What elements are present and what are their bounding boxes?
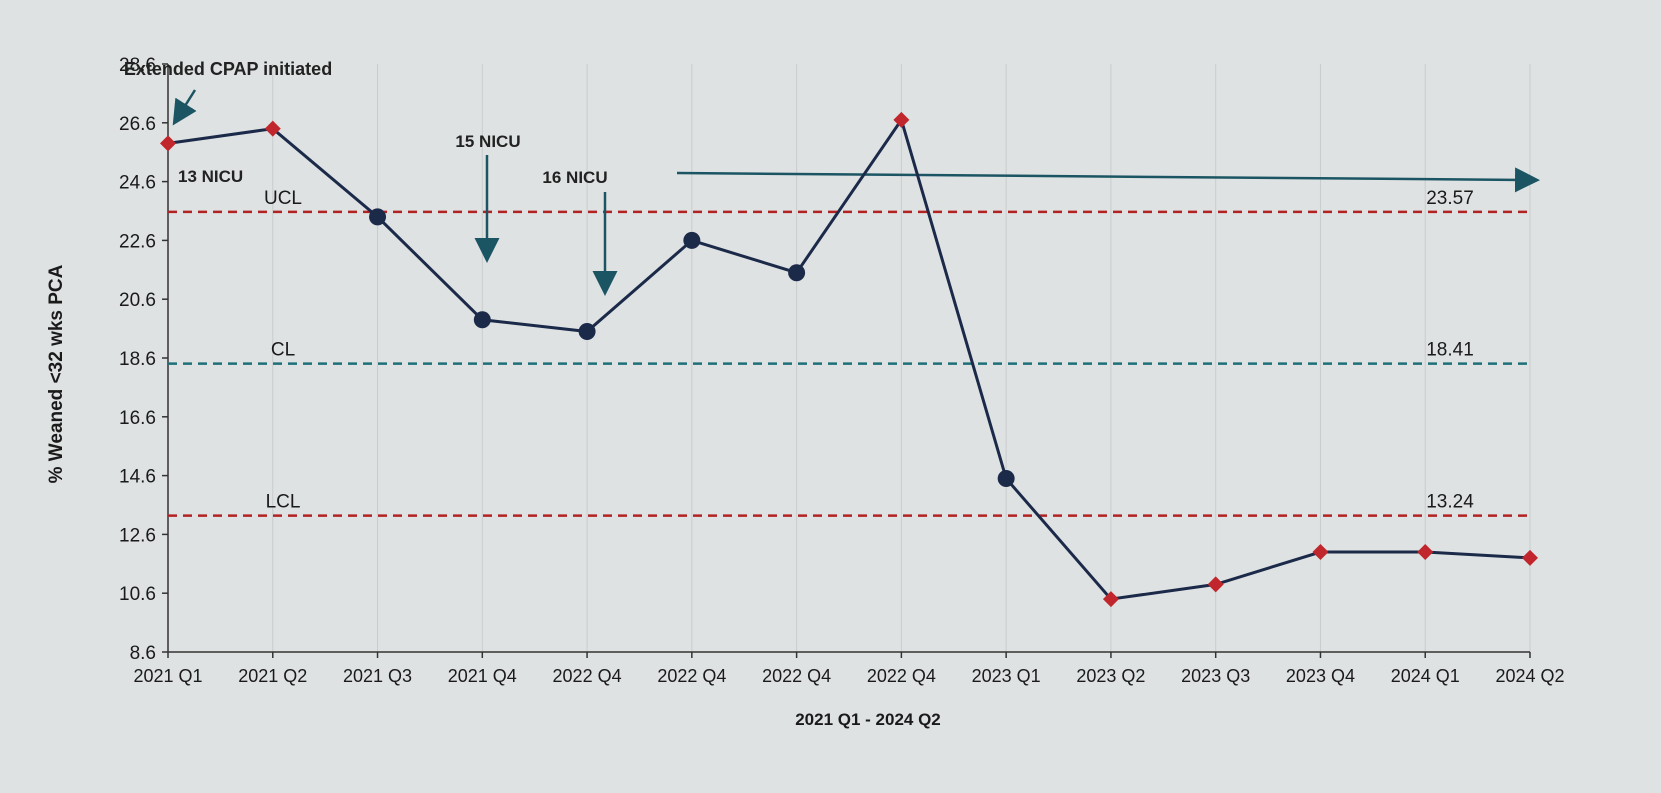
y-tick-label: 18.6 xyxy=(119,349,156,370)
x-axis-label: 2021 Q1 - 2024 Q2 xyxy=(795,710,941,729)
arrow-16-nicu-horizontal xyxy=(676,167,1540,193)
y-tick-label: 10.6 xyxy=(119,584,156,605)
x-tick-label: 2022 Q4 xyxy=(867,666,936,686)
annotation-extended-cpap: Extended CPAP initiated xyxy=(124,59,332,79)
x-tick-label: 2024 Q2 xyxy=(1495,666,1564,686)
arrow-extended-cpap xyxy=(172,89,197,126)
x-tick-label: 2022 Q4 xyxy=(657,666,726,686)
x-tick-label: 2021 Q2 xyxy=(238,666,307,686)
x-tick-label: 2023 Q4 xyxy=(1286,666,1355,686)
axes: 28.6 26.6 24.6 22.6 20.6 18.6 16.6 14.6 12.6 10.6… xyxy=(119,55,1565,686)
x-tick-label: 2022 Q4 xyxy=(762,666,831,686)
data-point xyxy=(788,264,806,282)
y-tick-label: 20.6 xyxy=(119,290,156,311)
data-point xyxy=(1102,591,1119,608)
annotation-13-nicu: 13 NICU xyxy=(178,167,243,186)
grid xyxy=(167,64,1531,652)
x-tick-label: 2021 Q4 xyxy=(448,666,517,686)
data-point xyxy=(264,120,281,137)
x-tick-label: 2023 Q2 xyxy=(1076,666,1145,686)
control-lines: UCL 23.57 CL 18.41 LCL 13.24 xyxy=(168,188,1530,517)
y-tick-label: 16.6 xyxy=(119,408,156,429)
control-value-ucl: 23.57 xyxy=(1426,188,1474,209)
data-point xyxy=(683,231,701,249)
data-point xyxy=(160,135,176,152)
control-label-cl: CL xyxy=(271,340,295,361)
data-point xyxy=(1417,544,1434,561)
series xyxy=(160,111,1538,608)
y-tick-label: 14.6 xyxy=(119,467,156,488)
control-label-lcl: LCL xyxy=(266,492,301,513)
series-line xyxy=(167,116,1531,601)
x-tick-label: 2023 Q3 xyxy=(1181,666,1250,686)
data-point xyxy=(578,323,596,341)
x-tick-label: 2023 Q1 xyxy=(972,666,1041,686)
annotation-15-nicu: 15 NICU xyxy=(455,132,520,151)
data-point xyxy=(893,111,910,128)
data-point xyxy=(1207,576,1224,593)
y-tick-label: 26.6 xyxy=(119,114,156,135)
x-tick-label: 2024 Q1 xyxy=(1391,666,1460,686)
x-tick-label: 2021 Q3 xyxy=(343,666,412,686)
y-tick-label: 22.6 xyxy=(119,231,156,252)
control-value-lcl: 13.24 xyxy=(1426,492,1474,513)
data-point xyxy=(1312,544,1329,561)
data-point xyxy=(1522,549,1538,566)
data-point xyxy=(369,208,387,226)
x-tick-label: 2022 Q4 xyxy=(553,666,622,686)
data-point xyxy=(997,470,1015,488)
y-axis-label: % Weaned <32 wks PCA xyxy=(46,264,67,483)
data-point xyxy=(473,311,491,329)
annotation-16-nicu: 16 NICU xyxy=(542,168,607,187)
y-tick-label: 12.6 xyxy=(119,525,156,546)
x-tick-label: 2021 Q1 xyxy=(133,666,202,686)
annotations: Extended CPAP initiated 13 NICU 15 NICU … xyxy=(124,59,1540,296)
control-label-ucl: UCL xyxy=(264,188,302,209)
y-tick-label: 8.6 xyxy=(130,643,156,664)
y-tick-label: 28.6 xyxy=(119,55,156,76)
control-value-cl: 18.41 xyxy=(1426,340,1474,361)
y-tick-label: 24.6 xyxy=(119,173,156,194)
